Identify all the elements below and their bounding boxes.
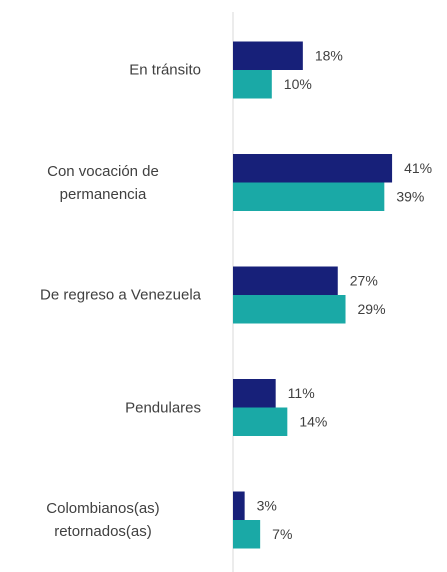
bar [233,154,393,183]
value-label: 27% [350,272,378,288]
category-label: En tránsito [129,61,201,79]
category-label-box: En tránsito [5,59,215,82]
value-label: 14% [299,413,327,429]
bar [233,520,261,549]
value-label: 18% [315,47,343,63]
category-label-box: Colombianos(as) retornados(as) [5,497,215,543]
category-label: Con vocación de permanencia [47,162,159,203]
bar [233,379,276,408]
category-label-box: De regreso a Venezuela [5,284,215,307]
value-label: 29% [358,301,386,317]
value-label: 7% [272,526,292,542]
category-label-box: Pendulares [5,396,215,419]
value-label: 11% [288,385,315,401]
bar [233,41,303,70]
bar [233,182,385,211]
value-label: 39% [396,188,424,204]
category-label-box: Con vocación de permanencia [5,160,215,206]
value-label: 10% [284,76,312,92]
value-label: 3% [257,497,277,513]
category-label: Pendulares [125,399,201,416]
category-label: De regreso a Venezuela [40,286,201,304]
bar [233,295,346,324]
category-label: Colombianos(as) retornados(as) [46,500,160,540]
bar [233,407,288,436]
value-label: 41% [404,160,432,176]
bar [233,266,338,295]
bar [233,70,272,99]
bar [233,491,245,520]
